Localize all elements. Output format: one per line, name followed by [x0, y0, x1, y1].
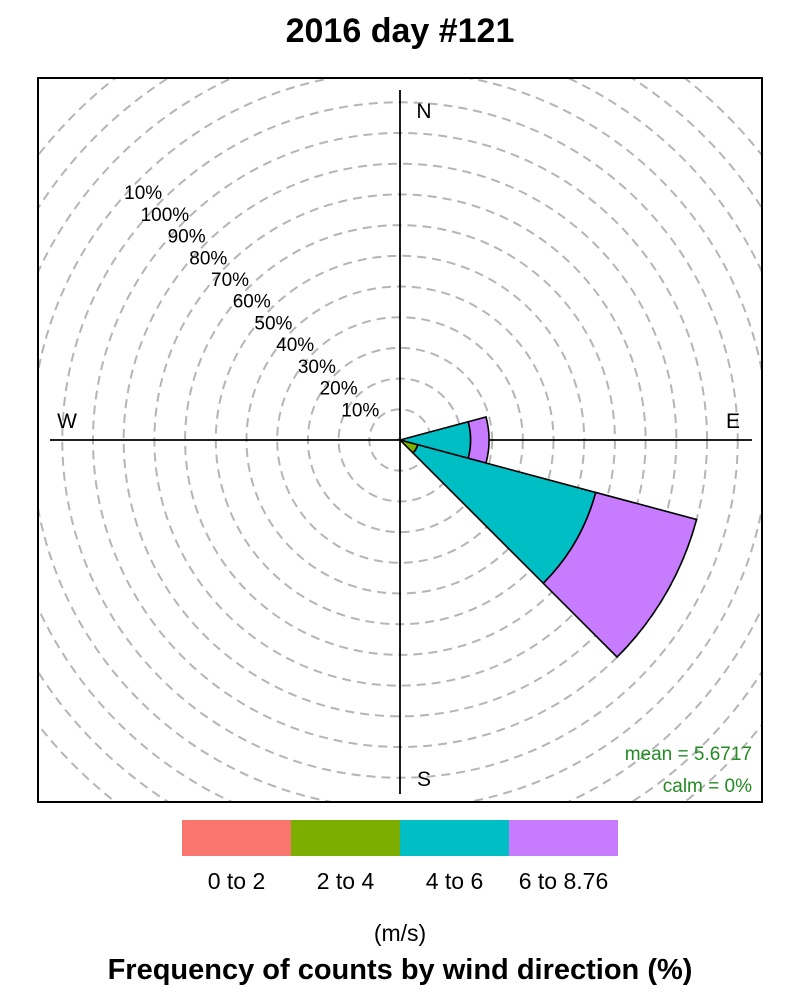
chart-caption: Frequency of counts by wind direction (%… [107, 954, 693, 986]
ring-label: 10% [124, 183, 162, 204]
calm-stat: calm = 0% [663, 776, 752, 797]
chart-title: 2016 day #121 [285, 12, 515, 50]
legend-swatch-6-8 [509, 820, 618, 856]
ring-label: 20% [320, 379, 358, 400]
compass-n-label: N [416, 100, 431, 123]
compass-s-label: S [417, 768, 431, 791]
wedge-dir-90-bin-3 [467, 415, 490, 465]
ring-label: 70% [211, 270, 249, 291]
wedge-layer [396, 415, 698, 659]
wedge-dir-120-bin-3 [542, 491, 698, 659]
legend-label-2-4: 2 to 4 [316, 868, 375, 894]
ring-label: 50% [254, 313, 292, 334]
ring-label: 90% [168, 227, 206, 248]
legend-label-0-2: 0 to 2 [207, 868, 266, 894]
ring-label: 30% [298, 357, 336, 378]
ring-label: 80% [189, 248, 227, 269]
ring-label: 100% [141, 205, 190, 226]
compass-e-label: E [726, 410, 740, 433]
ring-label: 10% [341, 400, 379, 421]
legend-swatch-4-6 [400, 820, 509, 856]
ring-label: 40% [276, 335, 314, 356]
legend-label-6-8: 6 to 8.76 [518, 868, 609, 894]
legend-label-4-6: 4 to 6 [425, 868, 484, 894]
compass-w-label: W [57, 410, 77, 433]
mean-stat: mean = 5.6717 [625, 744, 752, 765]
plot-frame [37, 77, 763, 803]
units-label: (m/s) [373, 920, 427, 946]
ring-label: 60% [233, 292, 271, 313]
legend-swatch-0-2 [182, 820, 291, 856]
legend-swatch-2-4 [291, 820, 400, 856]
